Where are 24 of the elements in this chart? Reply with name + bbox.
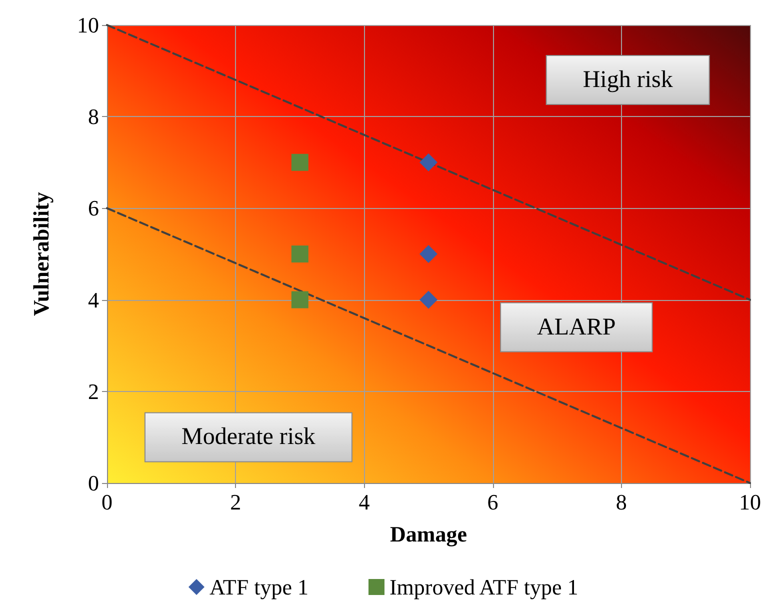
x-tick-label: 8 — [616, 490, 627, 514]
point — [420, 245, 438, 263]
point — [420, 153, 438, 172]
legend-label: ATF type 1 — [209, 574, 308, 600]
x-tick-label: 2 — [230, 490, 242, 514]
y-tick-label: 2 — [88, 378, 99, 404]
point — [291, 291, 308, 308]
point — [420, 290, 438, 309]
y-tick-label: 10 — [77, 12, 99, 38]
point — [291, 246, 308, 262]
legend-label: Improved ATF type 1 — [389, 574, 578, 600]
y-tick-label: 6 — [88, 196, 99, 221]
annotation: High risk — [582, 66, 673, 93]
annotation: Moderate risk — [181, 424, 316, 450]
y-tick-label: 8 — [88, 104, 99, 130]
y-axis-title: Vulnerability — [28, 192, 54, 316]
x-tick-label: 6 — [487, 490, 498, 514]
y-tick-label: 0 — [88, 470, 99, 496]
y-tick-label: 4 — [88, 287, 99, 312]
x-axis-title: Damage — [390, 522, 468, 546]
x-tick-label: 10 — [739, 490, 761, 514]
annotation: ALARP — [537, 314, 616, 340]
point — [291, 154, 308, 171]
x-tick-label: 4 — [358, 490, 370, 514]
